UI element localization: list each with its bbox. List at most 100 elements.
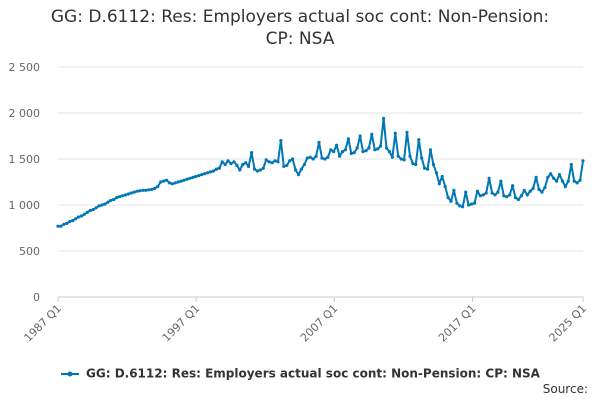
- data-point: [88, 208, 92, 213]
- data-point: [449, 199, 453, 203]
- data-point: [431, 162, 435, 167]
- data-point: [223, 162, 227, 167]
- data-point: [185, 177, 189, 181]
- data-point: [566, 179, 570, 183]
- data-point: [56, 224, 60, 228]
- data-point: [91, 208, 95, 212]
- data-point: [560, 179, 565, 183]
- data-point: [288, 159, 292, 163]
- x-tick-label: 2007 Q1: [298, 302, 341, 345]
- data-point: [273, 159, 277, 163]
- data-point: [94, 206, 98, 210]
- data-point: [191, 175, 195, 179]
- data-point: [452, 188, 456, 192]
- data-point: [135, 189, 139, 193]
- y-tick-label: 1 500: [9, 153, 41, 166]
- data-point: [123, 193, 128, 197]
- data-point: [575, 181, 579, 185]
- data-point: [156, 185, 160, 189]
- data-point: [285, 163, 289, 167]
- data-point: [238, 168, 242, 172]
- data-point: [252, 167, 257, 171]
- x-tick-label: 2017 Q1: [436, 302, 479, 345]
- data-point: [176, 180, 180, 184]
- data-point: [508, 193, 512, 197]
- data-point: [291, 157, 295, 161]
- data-point: [349, 151, 353, 156]
- data-point: [540, 190, 544, 194]
- data-point: [446, 196, 450, 200]
- data-point: [537, 187, 541, 191]
- data-point: [167, 181, 172, 185]
- data-point: [314, 154, 318, 158]
- data-point: [115, 196, 119, 200]
- data-point: [414, 162, 418, 167]
- data-point: [311, 157, 315, 161]
- data-point: [370, 132, 374, 136]
- data-point: [405, 130, 409, 134]
- data-point: [434, 171, 438, 175]
- data-point: [294, 168, 298, 172]
- data-point: [469, 202, 474, 206]
- data-point: [338, 154, 342, 158]
- data-point: [82, 212, 86, 216]
- data-point: [387, 150, 391, 154]
- data-point: [428, 148, 433, 152]
- data-point: [528, 189, 532, 193]
- data-point: [144, 188, 148, 192]
- data-point: [549, 172, 553, 176]
- data-point: [159, 180, 163, 184]
- data-point: [264, 158, 268, 162]
- x-tick-label: 2025 Q1: [547, 302, 590, 345]
- legend[interactable]: GG: D.6112: Res: Employers actual soc co…: [0, 366, 600, 381]
- data-point: [329, 148, 333, 152]
- legend-series-label: GG: D.6112: Res: Employers actual soc co…: [86, 366, 540, 381]
- data-point: [164, 178, 169, 182]
- data-point: [118, 195, 122, 199]
- series-line: [58, 117, 584, 228]
- data-point: [261, 166, 265, 170]
- legend-series-marker: [61, 371, 80, 376]
- data-point: [534, 175, 538, 179]
- data-point: [578, 178, 582, 182]
- data-point: [390, 155, 394, 159]
- data-point: [197, 174, 201, 178]
- data-point: [364, 149, 368, 153]
- data-point: [440, 174, 444, 179]
- data-point: [423, 166, 427, 170]
- data-point: [487, 176, 491, 180]
- data-point: [226, 159, 230, 163]
- data-point: [396, 154, 400, 158]
- data-point: [203, 172, 207, 176]
- data-point: [112, 197, 116, 202]
- data-point: [343, 148, 347, 152]
- data-point: [150, 187, 154, 191]
- data-point: [279, 139, 283, 143]
- data-point: [478, 194, 482, 198]
- data-point: [296, 173, 301, 177]
- data-point: [493, 193, 497, 197]
- data-point: [455, 201, 459, 205]
- data-point: [346, 137, 350, 141]
- data-point: [505, 195, 509, 199]
- data-point: [129, 191, 133, 195]
- data-point: [510, 184, 515, 188]
- data-point: [217, 166, 221, 170]
- data-point: [106, 200, 110, 204]
- data-point: [153, 186, 157, 190]
- data-point: [569, 162, 573, 167]
- data-point: [194, 174, 198, 179]
- data-point: [317, 140, 321, 144]
- data-point: [467, 203, 471, 207]
- data-point: [170, 182, 174, 186]
- data-point: [85, 210, 89, 214]
- data-point: [516, 197, 521, 202]
- data-point: [65, 221, 69, 225]
- data-point: [206, 171, 210, 175]
- data-point: [484, 191, 488, 195]
- data-point: [323, 157, 327, 161]
- data-point: [461, 205, 465, 209]
- y-tick-label: 500: [19, 245, 40, 258]
- data-point: [543, 185, 547, 190]
